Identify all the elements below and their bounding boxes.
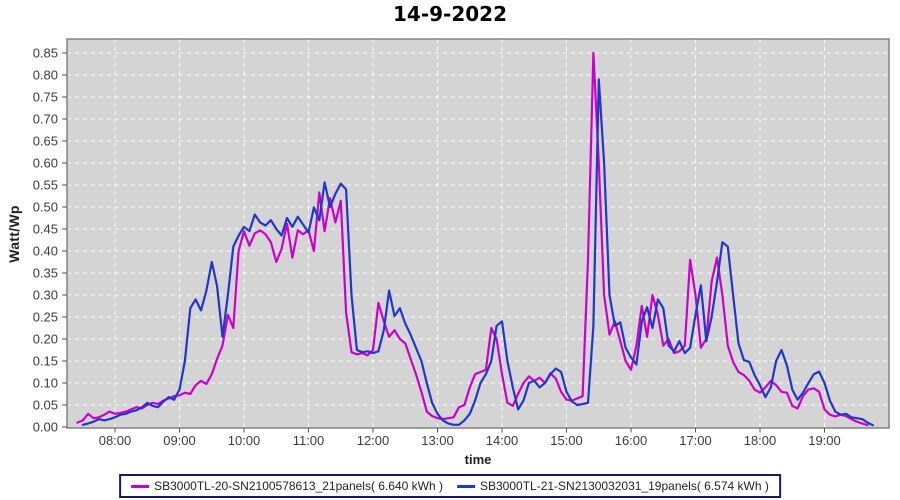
series-line-0: [76, 51, 869, 427]
gridlines: [67, 39, 889, 428]
svg-text:0.25: 0.25: [33, 310, 58, 325]
svg-text:13:00: 13:00: [421, 433, 454, 448]
svg-text:17:00: 17:00: [679, 433, 712, 448]
svg-text:0.45: 0.45: [33, 222, 58, 237]
x-axis-label: time: [464, 452, 492, 467]
svg-text:08:00: 08:00: [99, 433, 132, 448]
svg-text:0.80: 0.80: [33, 68, 58, 83]
svg-text:12:00: 12:00: [357, 433, 390, 448]
svg-text:0.10: 0.10: [33, 376, 58, 391]
plot-border: [66, 38, 890, 429]
legend-item-inverter-21: SB3000TL-21-SN2130032031_19panels( 6.574…: [457, 479, 769, 493]
legend-line-swatch-blue: [457, 484, 475, 488]
legend-label-inverter-20: SB3000TL-20-SN2100578613_21panels( 6.640…: [154, 479, 443, 493]
svg-text:18:00: 18:00: [744, 433, 777, 448]
legend-line-swatch-magenta: [131, 484, 150, 488]
y-axis-label: Watt/Wp: [6, 205, 22, 263]
svg-text:0.00: 0.00: [33, 420, 58, 435]
svg-text:16:00: 16:00: [615, 433, 648, 448]
svg-text:11:00: 11:00: [293, 433, 325, 448]
svg-text:0.40: 0.40: [33, 244, 58, 259]
svg-text:0.65: 0.65: [33, 134, 58, 149]
svg-text:0.15: 0.15: [33, 354, 58, 369]
series-line-1: [81, 78, 875, 427]
svg-text:10:00: 10:00: [228, 433, 261, 448]
svg-text:0.75: 0.75: [33, 90, 58, 105]
svg-text:0.20: 0.20: [33, 332, 58, 347]
svg-text:0.30: 0.30: [33, 288, 58, 303]
svg-text:0.70: 0.70: [33, 112, 58, 127]
svg-text:0.85: 0.85: [33, 46, 58, 61]
legend: SB3000TL-20-SN2100578613_21panels( 6.640…: [119, 474, 781, 498]
svg-text:0.60: 0.60: [33, 156, 58, 171]
svg-text:0.05: 0.05: [33, 398, 58, 413]
axis-ticks-and-labels: 0.00 0.05 0.10 0.15 0.20 0.25 0.30 0.35 0.40 0.45…: [33, 46, 841, 449]
plot-background: [67, 39, 889, 428]
svg-text:09:00: 09:00: [163, 433, 196, 448]
legend-item-inverter-20: SB3000TL-20-SN2100578613_21panels( 6.640…: [131, 479, 443, 493]
svg-text:19:00: 19:00: [808, 433, 841, 448]
svg-text:0.35: 0.35: [33, 266, 58, 281]
legend-label-inverter-21: SB3000TL-21-SN2130032031_19panels( 6.574…: [480, 479, 769, 493]
chart-title: 14-9-2022: [392, 2, 507, 26]
svg-text:0.50: 0.50: [33, 200, 58, 215]
svg-text:15:00: 15:00: [550, 433, 583, 448]
svg-text:0.55: 0.55: [33, 178, 58, 193]
svg-text:14:00: 14:00: [486, 433, 519, 448]
